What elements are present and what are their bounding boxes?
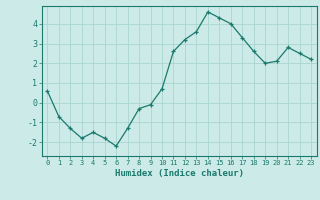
X-axis label: Humidex (Indice chaleur): Humidex (Indice chaleur) bbox=[115, 169, 244, 178]
